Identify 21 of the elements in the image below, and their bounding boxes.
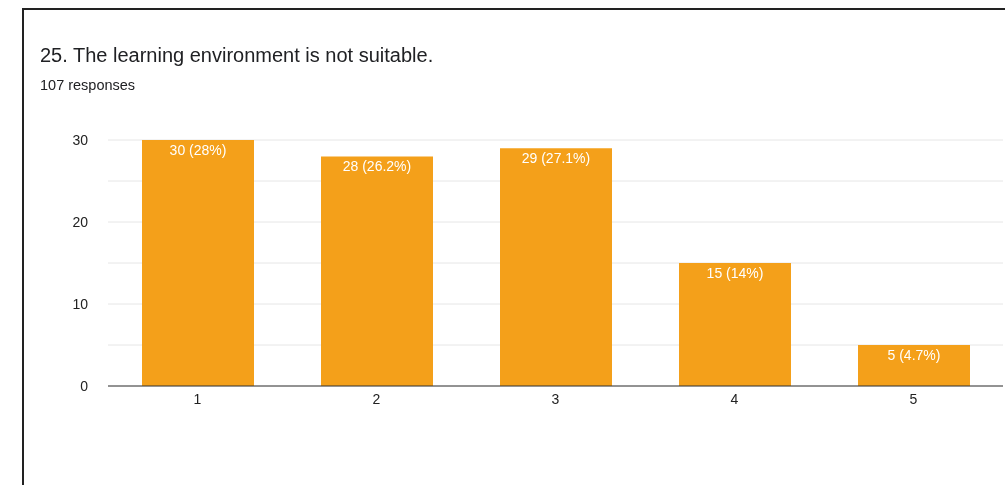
bar xyxy=(321,156,433,386)
data-label: 5 (4.7%) xyxy=(887,346,941,363)
bar xyxy=(679,263,791,386)
x-tick-label: 5 xyxy=(909,390,918,407)
bar xyxy=(500,148,612,386)
chart-title: 25. The learning environment is not suitable. xyxy=(40,44,434,67)
x-tick-label: 2 xyxy=(372,390,381,407)
bar xyxy=(142,140,254,386)
chart-subtitle: 107 responses xyxy=(40,77,136,93)
y-tick-label: 10 xyxy=(72,295,89,312)
data-label: 15 (14%) xyxy=(706,264,764,281)
bar xyxy=(858,345,970,386)
y-tick-label: 30 xyxy=(72,131,89,148)
y-tick-label: 20 xyxy=(72,213,89,230)
data-label: 30 (28%) xyxy=(169,141,227,158)
x-tick-label: 3 xyxy=(551,390,560,407)
data-label: 29 (27.1%) xyxy=(521,150,591,167)
x-tick-label: 1 xyxy=(193,390,202,407)
y-tick-label: 0 xyxy=(80,377,89,394)
data-label: 28 (26.2%) xyxy=(342,158,412,175)
x-tick-label: 4 xyxy=(730,390,739,407)
